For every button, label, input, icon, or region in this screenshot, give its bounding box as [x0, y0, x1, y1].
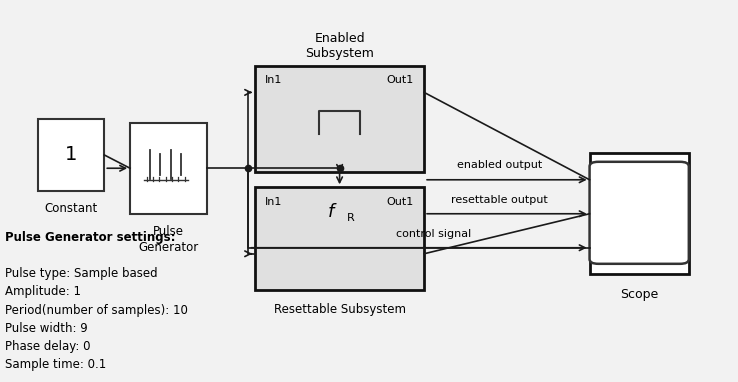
Bar [590, 153, 689, 274]
Text: enabled output: enabled output [457, 160, 542, 170]
Text: Amplitude: 1: Amplitude: 1 [5, 285, 81, 298]
Bar [38, 119, 104, 191]
Bar [255, 187, 424, 290]
Text: Out1: Out1 [387, 197, 414, 207]
Text: Resettable Subsystem: Resettable Subsystem [274, 303, 406, 316]
Text: In1: In1 [266, 197, 283, 207]
Text: resettable output: resettable output [451, 196, 548, 206]
Text: Period(number of samples): 10: Period(number of samples): 10 [5, 304, 188, 317]
Text: Pulse
Generator: Pulse Generator [139, 225, 199, 254]
Text: Subsystem: Subsystem [305, 47, 374, 60]
Text: Constant: Constant [44, 202, 98, 215]
Bar [130, 123, 207, 214]
Text: R: R [347, 212, 354, 223]
Text: Pulse width: 9: Pulse width: 9 [5, 322, 88, 335]
Text: In1: In1 [266, 75, 283, 85]
Text: Out1: Out1 [387, 75, 414, 85]
Text: Sample time: 0.1: Sample time: 0.1 [5, 358, 106, 371]
Text: Pulse Generator settings:: Pulse Generator settings: [5, 231, 176, 244]
Text: Enabled: Enabled [314, 32, 365, 45]
Text: 1: 1 [65, 146, 77, 165]
FancyBboxPatch shape [590, 162, 689, 264]
Text: $\mathit{f}$: $\mathit{f}$ [327, 203, 337, 221]
Text: control signal: control signal [396, 229, 471, 240]
Text: Pulse type: Sample based: Pulse type: Sample based [5, 267, 158, 280]
Text: Scope: Scope [620, 288, 658, 301]
Bar [255, 66, 424, 172]
Text: Phase delay: 0: Phase delay: 0 [5, 340, 91, 353]
